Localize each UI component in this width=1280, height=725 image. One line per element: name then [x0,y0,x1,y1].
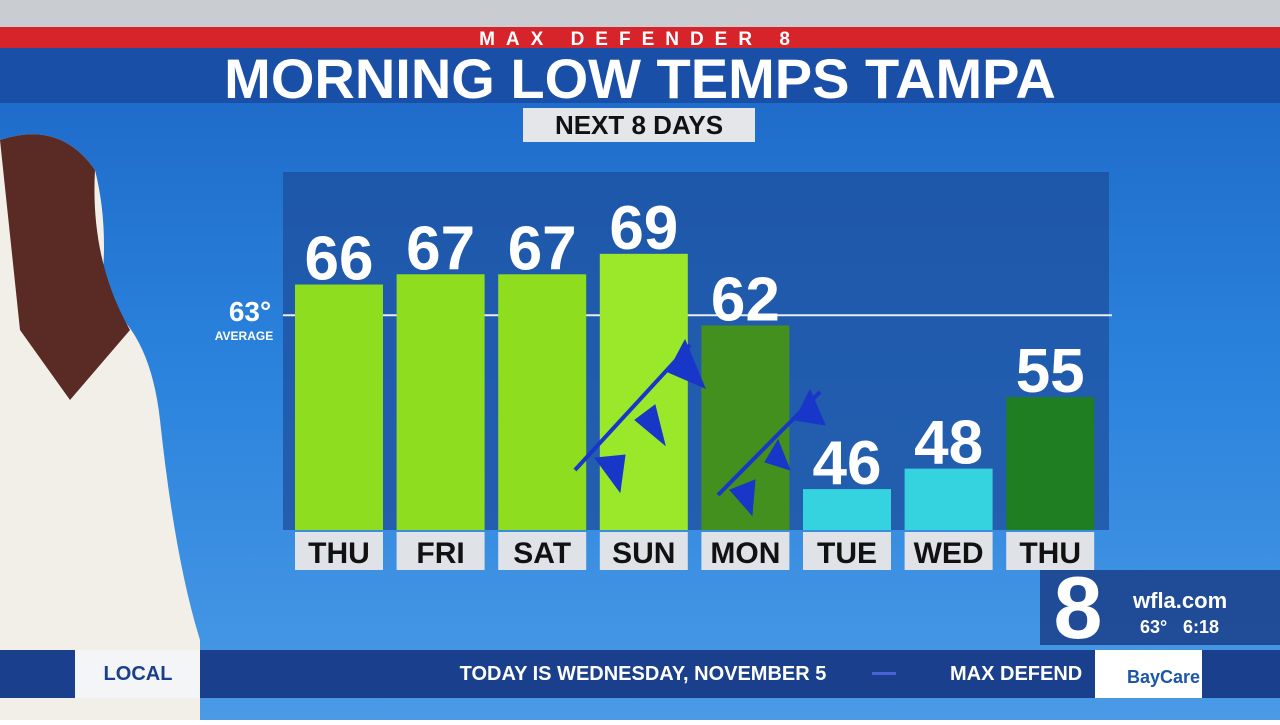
ticker-tag: LOCAL [104,663,173,685]
title: MORNING LOW TEMPS TAMPA [224,47,1056,110]
subtitle-box [523,108,755,142]
x-tick-label: WED [914,537,984,570]
average-label: 63° [229,296,271,327]
x-tick-label: MON [710,537,780,570]
day-box [396,532,485,570]
station-box [1040,570,1280,645]
value-label: 55 [1016,337,1085,406]
x-tick-label: THU [1019,537,1081,570]
value-label: 67 [508,214,577,283]
bar [803,489,891,530]
banner-bar [0,27,1280,48]
x-tick-label: TUE [817,537,877,570]
ticker-item: TODAY IS WEDNESDAY, NOVEMBER 5 [460,663,827,685]
day-box [701,532,790,570]
value-label: 62 [711,265,780,334]
day-box [904,532,993,570]
station-time: 6:18 [1183,617,1219,637]
title-band [0,48,1280,103]
banner: MAX DEFENDER 8 [479,29,801,50]
x-tick-label: SUN [612,537,675,570]
value-label: 48 [914,409,983,478]
top-strip [0,0,1280,27]
ticker-tag-box [75,650,200,698]
ticker-bar [0,650,1280,698]
x-tick-label: SAT [513,537,571,570]
bar [1006,397,1095,530]
x-tick-label: THU [308,537,370,570]
bar [295,284,383,530]
presenter-hair [0,134,130,401]
x-tick-label: FRI [416,537,464,570]
sponsor: BayCare [1127,667,1200,687]
value-label: 69 [609,194,678,263]
value-label: 67 [406,214,475,283]
bar [396,274,485,530]
station-logo: 8 [1054,558,1103,657]
value-label: 66 [305,225,374,294]
day-box [498,532,587,570]
average-caption: AVERAGE [215,329,273,343]
ticker-divider [872,672,896,675]
station-site: wfla.com [1132,588,1227,613]
day-box [803,532,891,570]
cold-fronts [573,338,826,517]
ticker-item: MAX DEFEND [950,663,1082,685]
value-label: 46 [813,429,882,498]
chart: 63° AVERAGE THU 66 FRI 67 SAT 67 SUN 69 MON 62 TUE 46… [215,194,1112,570]
bar [498,274,587,530]
bar [599,253,688,531]
sponsor-box [1095,650,1202,698]
day-box [599,532,688,570]
bar [904,468,993,530]
day-box [1006,532,1095,570]
station-temp: 63° [1140,617,1167,637]
subtitle: NEXT 8 DAYS [555,110,723,140]
day-box [295,532,383,570]
